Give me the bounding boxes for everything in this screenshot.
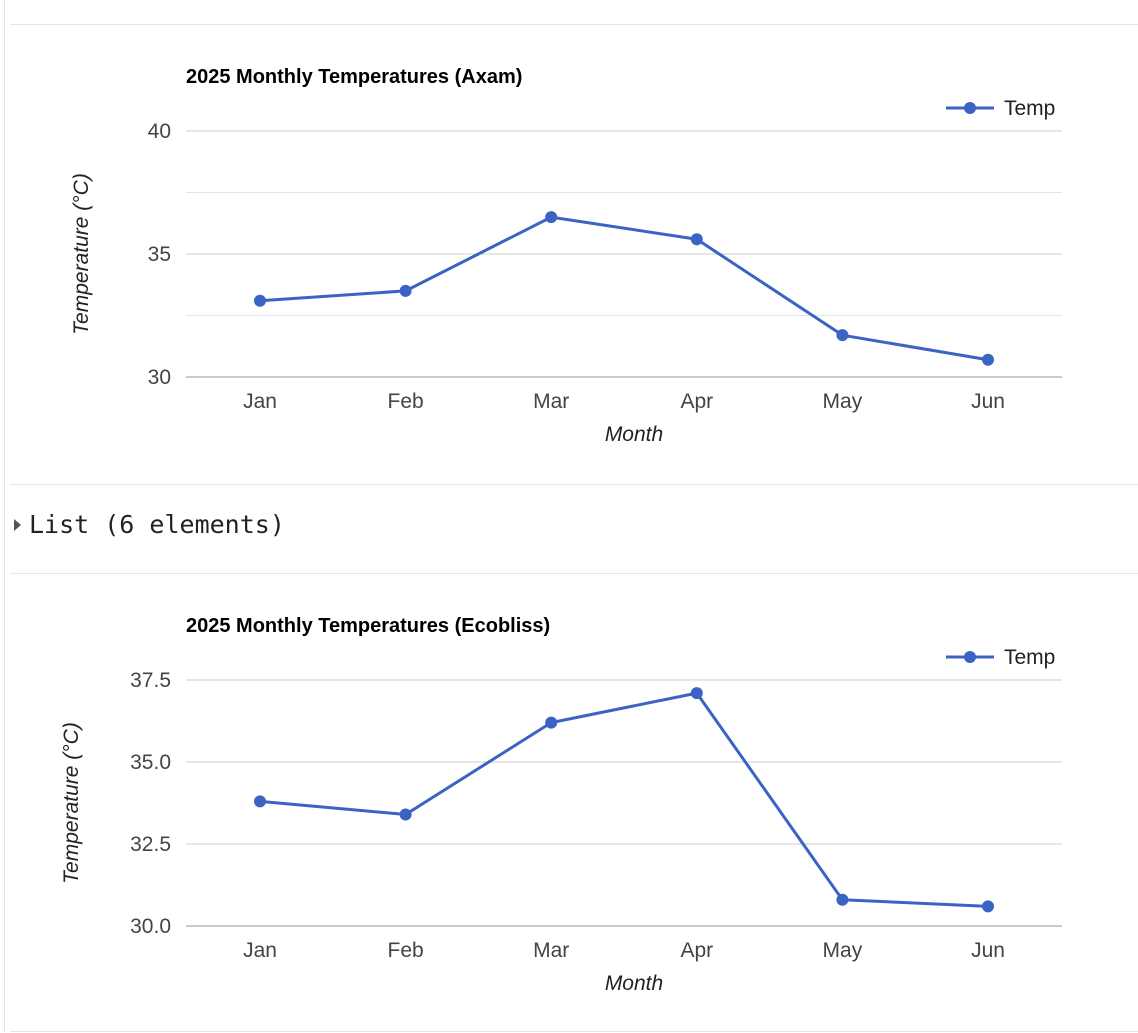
data-point[interactable] <box>545 716 558 729</box>
y-tick-label: 35.0 <box>130 751 171 774</box>
chart-axam-cell: 2025 Monthly Temperatures (Axam) 30 35 40 Ja… <box>10 26 1138 484</box>
y-tick-label: 32.5 <box>130 833 171 856</box>
series-line <box>259 215 989 362</box>
y-tick-label: 30 <box>148 366 171 389</box>
x-tick-label: Jun <box>971 939 1005 962</box>
list-output-toggle[interactable]: List (6 elements) <box>14 510 285 539</box>
series-line <box>259 691 989 908</box>
data-point[interactable] <box>982 900 994 913</box>
data-point[interactable] <box>982 353 994 366</box>
x-tick-label: Feb <box>388 939 424 962</box>
chart-ecobliss-cell: 2025 Monthly Temperatures (Ecobliss) 30.0… <box>10 575 1138 1033</box>
y-tick-label: 30.0 <box>130 915 171 938</box>
y-tick-label: 40 <box>148 120 171 143</box>
y-axis-title: Temperature (°C) <box>60 722 83 884</box>
y-tick-label: 35 <box>148 243 171 266</box>
cell-left-border <box>4 0 5 1032</box>
y-axis-title: Temperature (°C) <box>70 173 93 335</box>
y-tick-label: 37.5 <box>130 669 171 692</box>
x-tick-label: Jan <box>243 939 277 962</box>
cell-separator <box>10 573 1138 574</box>
data-point[interactable] <box>545 211 558 224</box>
chart-ecobliss: 2025 Monthly Temperatures (Ecobliss) 30.0… <box>60 615 1062 995</box>
data-point[interactable] <box>690 687 703 700</box>
x-tick-label: Apr <box>680 390 713 413</box>
data-point[interactable] <box>399 284 412 297</box>
cell-separator <box>10 484 1138 485</box>
legend-label: Temp <box>1004 97 1055 120</box>
data-point[interactable] <box>690 233 703 246</box>
list-output-label: List (6 elements) <box>29 510 285 539</box>
chart-axam: 2025 Monthly Temperatures (Axam) 30 35 40 Ja… <box>70 66 1062 446</box>
x-tick-label: Mar <box>533 390 569 413</box>
chart-title: 2025 Monthly Temperatures (Axam) <box>186 66 522 88</box>
x-tick-label: Feb <box>388 390 424 413</box>
x-tick-label: Jun <box>971 390 1005 413</box>
x-tick-label: May <box>823 390 863 413</box>
x-axis-title: Month <box>605 423 663 446</box>
x-tick-label: Jan <box>243 390 277 413</box>
legend-marker-icon <box>964 651 976 663</box>
data-point[interactable] <box>836 329 849 342</box>
data-point[interactable] <box>399 808 412 821</box>
x-tick-label: May <box>823 939 863 962</box>
x-tick-label: Apr <box>680 939 713 962</box>
data-point[interactable] <box>836 893 849 906</box>
chart-title: 2025 Monthly Temperatures (Ecobliss) <box>186 615 550 637</box>
legend-marker-icon <box>964 102 976 114</box>
data-point[interactable] <box>254 294 266 307</box>
cell-separator <box>10 24 1138 25</box>
x-tick-label: Mar <box>533 939 569 962</box>
x-axis-title: Month <box>605 972 663 995</box>
data-point[interactable] <box>254 795 266 808</box>
legend-label: Temp <box>1004 646 1055 669</box>
disclosure-triangle-right-icon[interactable] <box>14 519 21 531</box>
